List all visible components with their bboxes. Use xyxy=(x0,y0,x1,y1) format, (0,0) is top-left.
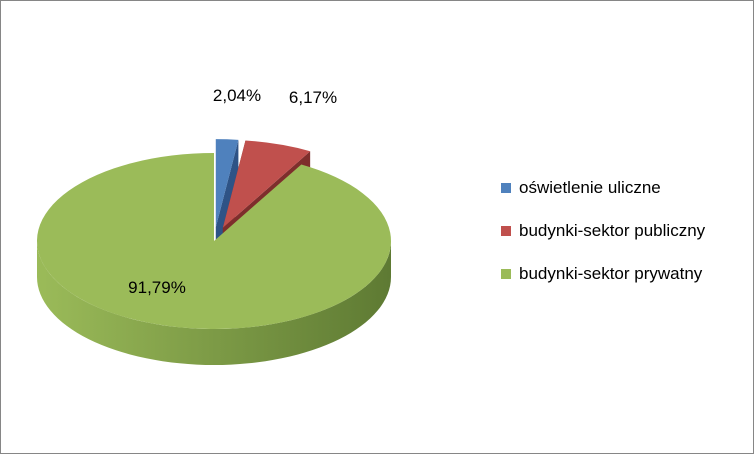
legend-swatch-street-lighting xyxy=(501,183,511,193)
slice-cut-street-lighting xyxy=(215,139,239,264)
legend-item-public-buildings: budynki-sektor publiczny xyxy=(501,220,705,242)
data-label-public-buildings: 6,17% xyxy=(289,88,337,107)
legend-item-private-buildings: budynki-sektor prywatny xyxy=(501,263,705,285)
legend-swatch-public-buildings xyxy=(501,226,511,236)
slice-top-street-lighting xyxy=(215,139,239,228)
pie-slice-private-buildings xyxy=(36,153,391,365)
legend: oświetlenie uliczne budynki-sektor publi… xyxy=(501,177,705,306)
legend-label-public-buildings: budynki-sektor publiczny xyxy=(519,221,706,240)
pie-slice-street-lighting xyxy=(215,139,239,264)
data-label-private-buildings: 91,79% xyxy=(128,278,186,297)
legend-swatch-private-buildings xyxy=(501,269,511,279)
legend-label-street-lighting: oświetlenie uliczne xyxy=(519,178,661,197)
legend-item-street-lighting: oświetlenie uliczne xyxy=(501,177,705,199)
slice-side-private-buildings xyxy=(37,241,391,365)
data-label-street-lighting: 2,04% xyxy=(213,86,261,105)
legend-label-private-buildings: budynki-sektor prywatny xyxy=(519,264,703,283)
slice-top-public-buildings xyxy=(222,140,311,228)
slice-top-private-buildings xyxy=(36,153,391,330)
